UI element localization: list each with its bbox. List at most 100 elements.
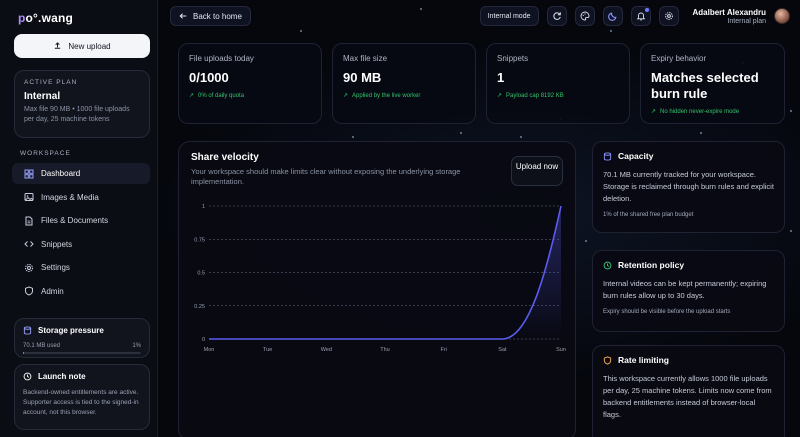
code-icon (24, 241, 34, 247)
storage-percent: 1% (132, 343, 141, 349)
rate-limiting-title: Rate limiting (603, 355, 774, 365)
x-tick-label: Sun (556, 347, 566, 353)
series-line (209, 205, 562, 340)
launch-note-text: Backend-owned entitlements are active. S… (23, 389, 139, 416)
back-to-home-button[interactable]: Back to home (170, 6, 251, 26)
new-upload-button[interactable]: New upload (14, 34, 150, 58)
capacity-card: Capacity 70.1 MB currently tracked for y… (592, 141, 785, 233)
retention-label: Retention policy (618, 260, 685, 270)
nav-item-settings[interactable]: Settings (12, 257, 150, 278)
arrow-left-icon (179, 13, 187, 19)
notifications-button[interactable] (630, 6, 651, 26)
avatar[interactable] (774, 8, 790, 24)
retention-policy-card: Retention policy Internal videos can be … (592, 250, 785, 332)
nav-label-images-media: Images & Media (41, 192, 99, 202)
share-velocity-desc: Your workspace should make limits clear … (191, 167, 461, 186)
nav-item-dashboard[interactable]: Dashboard (12, 163, 150, 184)
star (790, 110, 792, 112)
capacity-title: Capacity (603, 151, 774, 161)
stat-card-max-file-size: Max file size 90 MB ↗ Applied by the live… (332, 43, 476, 124)
x-tick-label: Wed (321, 347, 332, 353)
trend-up-icon: ↗ (189, 93, 195, 99)
sidebar: p o°.wang New upload ACTIVE PLAN Internal… (0, 0, 158, 437)
nav-item-admin[interactable]: Admin (12, 281, 150, 302)
nav-label-admin: Admin (41, 286, 64, 296)
share-velocity-title: Share velocity (191, 152, 259, 163)
storage-progress-bar (23, 352, 141, 354)
star (700, 132, 702, 134)
y-tick-label: 0 (202, 337, 205, 343)
settings-button[interactable] (658, 6, 679, 26)
x-tick-label: Fri (440, 347, 446, 353)
stat-value: 0/1000 (189, 70, 229, 85)
x-tick-label: Sat (498, 347, 507, 353)
back-to-home-label: Back to home (193, 11, 242, 21)
star (420, 8, 422, 10)
upload-icon (55, 41, 61, 49)
refresh-button[interactable] (546, 6, 567, 26)
internal-mode-button[interactable]: Internal mode (479, 6, 539, 26)
nav-item-files-documents[interactable]: Files & Documents (12, 210, 150, 231)
stat-card-expiry-behavior: Expiry behavior Matches selected burn ru… (640, 43, 785, 124)
stat-card-snippets: Snippets 1 ↗ Payload cap 8192 KB (486, 43, 630, 124)
stat-sub-text: Applied by the live worker (352, 92, 421, 99)
stat-card-file-uploads: File uploads today 0/1000 ↗ 0% of daily q… (178, 43, 322, 124)
stat-label: Max file size (343, 54, 388, 63)
topbar-actions: Internal mode Adalbert Alexandru Interna… (479, 6, 790, 26)
star (520, 136, 522, 138)
theme-palette-button[interactable] (574, 6, 595, 26)
dark-mode-button[interactable] (602, 6, 623, 26)
shield-icon (603, 355, 612, 365)
storage-pressure-title: Storage pressure (23, 326, 141, 335)
stat-sub: ↗ No hidden never-expire mode (651, 108, 774, 116)
launch-note-label: Launch note (38, 372, 86, 381)
database-icon (603, 151, 612, 161)
retention-foot: Expiry should be visible before the uplo… (603, 309, 731, 315)
trend-up-icon: ↗ (497, 93, 503, 99)
stat-label: File uploads today (189, 54, 254, 63)
brand-name: o°.wang (25, 11, 74, 25)
bell-icon (636, 12, 645, 21)
nav-label-settings: Settings (41, 263, 70, 272)
brand-logo[interactable]: p o°.wang (8, 8, 149, 28)
capacity-foot: 1% of the shared free plan budget (603, 212, 694, 218)
stat-sub-text: No hidden never-expire mode (660, 108, 740, 115)
retention-title: Retention policy (603, 260, 774, 270)
rate-limiting-label: Rate limiting (618, 355, 670, 365)
stat-label: Snippets (497, 54, 529, 63)
y-tick-label: 0.75 (194, 237, 205, 243)
x-tick-label: Mon (204, 347, 215, 353)
nav-item-snippets[interactable]: Snippets (12, 234, 150, 255)
nav-item-images-media[interactable]: Images & Media (12, 187, 150, 208)
share-velocity-chart: 0 0.25 0.5 0.75 1 Mon Tue Wed Thu Fri Sat Sun (194, 204, 566, 353)
upload-now-button[interactable]: Upload now (511, 156, 563, 186)
x-tick-label: Thu (380, 347, 389, 353)
dashboard-icon (24, 169, 34, 178)
trend-up-icon: ↗ (343, 93, 349, 99)
gear-icon (25, 263, 33, 272)
capacity-body: 70.1 MB currently tracked for your works… (603, 170, 774, 203)
y-tick-label: 1 (202, 204, 205, 210)
storage-pressure-label: Storage pressure (38, 326, 104, 335)
rate-limiting-card: Rate limiting This workspace currently a… (592, 345, 785, 437)
nav-label-files-documents: Files & Documents (41, 216, 109, 225)
stat-value: 1 (497, 70, 505, 85)
notification-dot (644, 8, 649, 12)
storage-used: 70.1 MB used (23, 343, 61, 349)
database-icon (23, 326, 32, 335)
retention-body: Internal videos can be kept permanently;… (603, 279, 767, 300)
stat-sub: ↗ Payload cap 8192 KB (497, 92, 619, 100)
capacity-label: Capacity (618, 151, 654, 161)
active-plan-card: ACTIVE PLAN Internal Max file 90 MB • 10… (14, 70, 150, 138)
stat-sub: ↗ Applied by the live worker (343, 92, 465, 100)
shield-icon (25, 286, 33, 296)
stat-value: Matches selected burn rule (651, 70, 759, 101)
user-info[interactable]: Adalbert Alexandru Internal plan (693, 8, 767, 25)
image-icon (24, 193, 34, 201)
active-plan-name: Internal (24, 91, 61, 102)
nav-label-snippets: Snippets (41, 239, 73, 249)
star (300, 30, 302, 32)
brand-prefix: p (18, 11, 26, 25)
clock-icon (23, 372, 32, 381)
y-tick-label: 0.25 (194, 304, 205, 310)
